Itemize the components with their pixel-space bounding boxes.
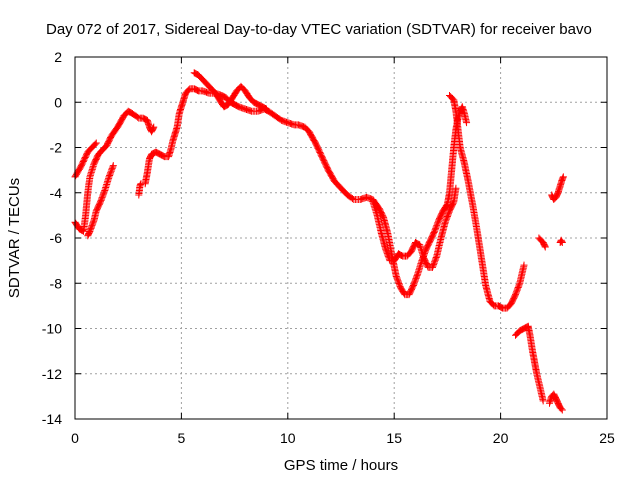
- data-series-segment: [556, 236, 566, 247]
- chart-title: Day 072 of 2017, Sidereal Day-to-day VTE…: [46, 21, 592, 38]
- y-axis-label: SDTVAR / TECUs: [6, 178, 23, 298]
- x-tick-label: 25: [599, 430, 615, 446]
- x-tick-label: 15: [386, 430, 402, 446]
- y-tick-label: 2: [54, 49, 62, 65]
- x-tick-label: 5: [178, 430, 186, 446]
- y-tick-label: -8: [50, 275, 63, 291]
- data-series-segment: [535, 234, 549, 251]
- y-tick-labels: 2 0 -2 -4 -6 -8 -10 -12 -14: [42, 49, 62, 427]
- y-tick-label: -12: [42, 366, 62, 382]
- data-series-segment: [141, 85, 471, 299]
- data-series-segment: [135, 180, 145, 199]
- y-tick-label: -14: [42, 411, 62, 427]
- y-tick-label: -2: [50, 140, 63, 156]
- x-tick-label: 10: [280, 430, 296, 446]
- y-tick-label: -6: [50, 230, 63, 246]
- grid-lines: [75, 57, 607, 419]
- data-series-segment: [369, 184, 460, 271]
- data-series-segment: [190, 69, 271, 113]
- x-tick-label: 20: [493, 430, 509, 446]
- data-series-segment: [546, 390, 566, 414]
- y-tick-label: -4: [50, 185, 63, 201]
- plot-frame: [74, 56, 608, 420]
- y-tick-label: -10: [42, 321, 62, 337]
- data-series-segment: [84, 162, 117, 240]
- data-points: [71, 69, 567, 414]
- data-series-segment: [512, 322, 547, 405]
- x-tick-label: 0: [71, 430, 79, 446]
- data-series-segment: [548, 173, 567, 203]
- x-axis-label: GPS time / hours: [284, 457, 398, 474]
- data-series-segment: [446, 92, 528, 312]
- y-tick-label: 0: [54, 94, 62, 110]
- x-tick-labels: 0 5 10 15 20 25: [71, 430, 615, 446]
